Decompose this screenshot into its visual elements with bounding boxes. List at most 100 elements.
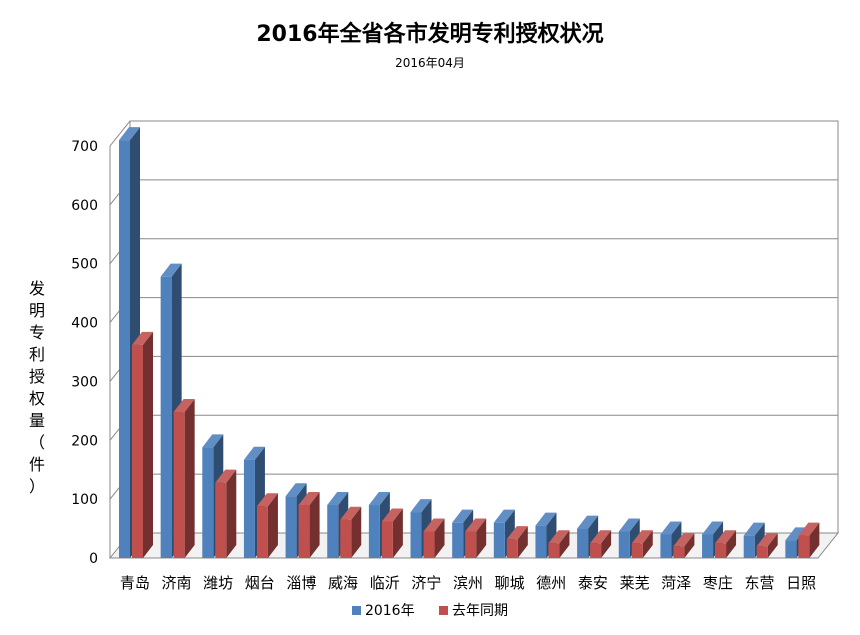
bar-front — [132, 344, 143, 558]
bar-side — [392, 508, 403, 558]
bar-front — [452, 522, 464, 558]
x-tick-label: 德州 — [536, 574, 566, 592]
bar-side — [184, 399, 195, 558]
y-tick-label: 600 — [71, 198, 98, 214]
legend-item-last-year: 去年同期 — [439, 600, 508, 620]
bar-last-year — [423, 518, 445, 558]
bar-last-year — [340, 506, 362, 558]
x-tick-label: 青岛 — [120, 574, 150, 592]
bar-front — [798, 535, 810, 558]
bar-front — [577, 528, 589, 558]
bar-front — [785, 540, 797, 558]
bar-top — [631, 530, 653, 544]
chart-subtitle: 2016年04月 — [395, 56, 465, 70]
bar-front — [368, 505, 380, 558]
bar-front — [215, 482, 227, 558]
y-tick-label: 400 — [71, 316, 98, 332]
bar-last-year — [256, 493, 278, 558]
bar-top — [132, 331, 153, 345]
bar-top — [119, 127, 140, 141]
bar-side — [267, 493, 278, 558]
bar-last-year — [590, 530, 612, 558]
bar-front — [202, 447, 214, 558]
y-tick-label: 700 — [71, 139, 98, 155]
x-tick-label: 烟台 — [245, 574, 275, 592]
bar-front — [743, 535, 755, 558]
bar-side — [226, 469, 237, 558]
bar-top — [327, 492, 349, 506]
bar-top — [410, 499, 432, 513]
bar-front — [493, 522, 505, 558]
bar-side — [767, 533, 778, 558]
bar-last-year — [798, 522, 820, 558]
legend-swatch-2016 — [351, 605, 361, 615]
bar-side — [309, 492, 320, 558]
bar-top — [160, 263, 182, 277]
bar-last-year — [465, 518, 487, 558]
y-tick-label: 300 — [71, 374, 98, 390]
bar-last-year — [381, 508, 403, 558]
bar-side — [642, 530, 653, 558]
bar-front — [548, 543, 560, 558]
bar-top — [590, 530, 612, 544]
bar-front — [243, 459, 255, 558]
x-tick-label: 潍坊 — [203, 574, 233, 592]
x-tick-label: 菏泽 — [661, 574, 691, 592]
bar-front — [410, 512, 422, 558]
bar-top — [548, 530, 570, 544]
bar-last-year — [673, 533, 695, 558]
bar-last-year — [132, 331, 153, 558]
bar-side — [726, 530, 737, 558]
bar-side — [559, 530, 570, 558]
bar-top — [340, 506, 362, 520]
x-tick-label: 威海 — [328, 574, 358, 592]
x-tick-labels: 青岛 济南 潍坊 烟台 淄博 威海 临沂 济宁 滨州 聊城 德州 泰安 莱芜 菏泽 枣庄 东营 日照 — [120, 574, 816, 592]
bar-last-year — [215, 469, 237, 558]
bar-top — [756, 533, 778, 547]
bar-front — [702, 534, 714, 558]
bar-top — [506, 526, 528, 540]
bar-side — [601, 530, 612, 558]
bar-side — [143, 331, 153, 558]
x-tick-label: 滨州 — [453, 574, 483, 592]
bar-last-year — [506, 526, 528, 558]
x-tick-label: 莱芜 — [620, 574, 650, 592]
bar-front — [631, 543, 643, 558]
bar-last-year — [756, 533, 778, 558]
bar-front — [506, 539, 518, 558]
bar-front — [381, 521, 393, 558]
legend-label-2016: 2016年 — [364, 603, 415, 619]
bar-top — [493, 509, 515, 523]
y-axis-label: 发明专利授权量（件） — [28, 279, 45, 496]
bar-top — [243, 446, 265, 460]
x-tick-label: 临沂 — [370, 574, 400, 592]
bar-last-year — [631, 530, 653, 558]
bar-side — [809, 522, 820, 558]
bar-top — [452, 509, 474, 523]
bar-top — [215, 469, 237, 483]
bars — [119, 127, 820, 558]
bar-front — [298, 505, 310, 558]
x-tick-label: 济宁 — [411, 574, 441, 592]
bar-top — [465, 518, 487, 532]
bar-front — [465, 531, 477, 558]
legend-item-2016: 2016年 — [351, 600, 415, 620]
legend-swatch-last-year — [439, 605, 449, 615]
bar-front — [423, 531, 435, 558]
x-tick-label: 泰安 — [578, 574, 608, 592]
bar-front — [340, 519, 352, 558]
bar-top — [618, 518, 640, 532]
bar-last-year — [298, 492, 320, 558]
bar-top — [423, 518, 445, 532]
bar-front — [715, 543, 727, 558]
x-tick-label: 枣庄 — [703, 574, 733, 592]
bar-top — [743, 522, 765, 536]
bar-front — [618, 531, 630, 558]
bar-top — [660, 521, 682, 535]
bar-top — [173, 399, 195, 413]
bar-side — [684, 533, 695, 558]
bar-front — [590, 543, 602, 558]
bar-front — [756, 546, 768, 558]
bar-front — [535, 525, 547, 558]
